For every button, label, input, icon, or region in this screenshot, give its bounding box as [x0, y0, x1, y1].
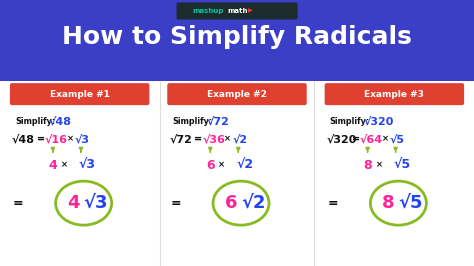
Text: √2: √2	[241, 194, 265, 212]
Text: How to Simplify Radicals: How to Simplify Radicals	[62, 24, 412, 49]
FancyBboxPatch shape	[167, 83, 307, 105]
Text: √36: √36	[202, 134, 225, 144]
Text: Simplify:: Simplify:	[329, 117, 370, 126]
Text: √64: √64	[360, 134, 383, 144]
FancyBboxPatch shape	[325, 83, 464, 105]
Text: Simplify:: Simplify:	[172, 117, 212, 126]
Text: √48: √48	[49, 116, 72, 126]
Text: √3: √3	[83, 194, 108, 212]
Text: ×: ×	[382, 135, 389, 144]
Text: √320: √320	[364, 116, 394, 126]
Text: 8: 8	[364, 159, 372, 172]
Text: =: =	[13, 197, 24, 210]
FancyBboxPatch shape	[0, 81, 474, 266]
Text: √5: √5	[393, 159, 411, 172]
Text: √3: √3	[79, 159, 96, 172]
Text: 8: 8	[383, 194, 395, 212]
Text: √2: √2	[232, 134, 247, 144]
Text: =: =	[352, 134, 360, 144]
Text: 4: 4	[49, 159, 58, 172]
Text: √16: √16	[45, 134, 68, 144]
Text: √48: √48	[12, 134, 35, 144]
Text: Example #1: Example #1	[50, 90, 109, 99]
Text: Example #3: Example #3	[365, 90, 424, 99]
Text: mashup: mashup	[192, 8, 223, 14]
Text: √5: √5	[390, 134, 405, 144]
Text: √320: √320	[327, 134, 357, 144]
Text: ×: ×	[67, 135, 74, 144]
Text: =: =	[194, 134, 202, 144]
Text: ▶: ▶	[248, 9, 253, 14]
Text: 6: 6	[206, 159, 215, 172]
Text: =: =	[170, 197, 181, 210]
Text: √5: √5	[398, 194, 423, 212]
Text: 4: 4	[68, 194, 80, 212]
FancyBboxPatch shape	[0, 0, 474, 81]
Text: Simplify:: Simplify:	[15, 117, 55, 126]
Text: Example #2: Example #2	[207, 90, 267, 99]
Text: ×: ×	[218, 161, 225, 170]
Text: =: =	[37, 134, 45, 144]
Text: ×: ×	[375, 161, 383, 170]
Text: math: math	[227, 8, 247, 14]
Text: √2: √2	[236, 159, 254, 172]
Text: ×: ×	[224, 135, 231, 144]
Text: ×: ×	[61, 161, 68, 170]
Text: √72: √72	[206, 116, 229, 126]
FancyBboxPatch shape	[10, 83, 149, 105]
Text: √72: √72	[169, 134, 192, 144]
FancyBboxPatch shape	[176, 2, 298, 19]
Text: =: =	[328, 197, 338, 210]
Text: √3: √3	[75, 134, 90, 144]
Text: 6: 6	[225, 194, 237, 212]
